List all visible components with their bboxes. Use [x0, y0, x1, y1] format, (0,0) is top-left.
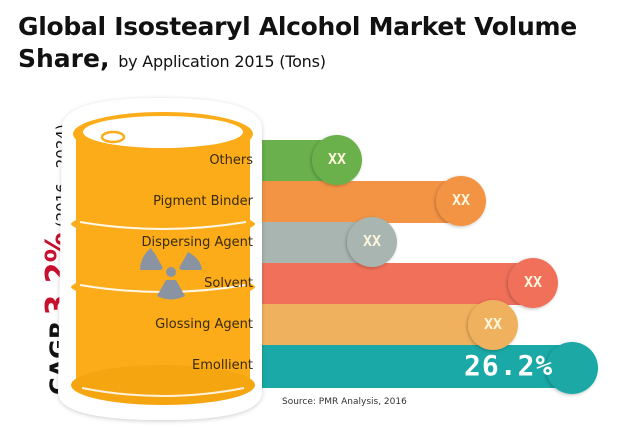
- value-dispersing-agent: XX: [362, 232, 382, 250]
- circle-solvent: [508, 258, 558, 308]
- title-line-1: Global Isostearyl Alcohol Market Volume: [18, 12, 577, 41]
- circle-pigment-binder: [436, 176, 486, 226]
- title-share: Share,: [18, 44, 110, 73]
- label-pigment-binder: Pigment Binder: [153, 194, 253, 209]
- label-glossing-agent: Glossing Agent: [155, 317, 253, 332]
- bar-solvent: [262, 263, 538, 305]
- circle-glossing-agent: [468, 300, 518, 350]
- source-note: Source: PMR Analysis, 2016: [282, 397, 407, 407]
- value-solvent: XX: [523, 273, 543, 291]
- value-pigment-binder: XX: [451, 191, 471, 209]
- bar-emollient: [262, 345, 575, 388]
- bar-pigment-binder: [262, 181, 466, 223]
- bar-glossing-agent: [262, 304, 498, 346]
- value-glossing-agent: XX: [483, 315, 503, 333]
- label-dispersing-agent: Dispersing Agent: [141, 235, 253, 250]
- radiation-icon: [140, 248, 202, 300]
- label-solvent: Solvent: [204, 276, 253, 291]
- value-circles: [312, 135, 598, 394]
- title-line-2: Share, by Application 2015 (Tons): [18, 42, 577, 79]
- chart-title: Global Isostearyl Alcohol Market Volume …: [18, 12, 577, 79]
- circle-dispersing-agent: [347, 217, 397, 267]
- circle-emollient: [546, 342, 598, 394]
- value-others: XX: [327, 150, 347, 168]
- title-subtitle: by Application 2015 (Tons): [118, 52, 326, 71]
- barrel-graphic: [58, 98, 262, 420]
- label-others: Others: [209, 153, 253, 168]
- bars: [262, 140, 575, 388]
- value-emollient: 26.2%: [464, 349, 554, 382]
- label-emollient: Emollient: [191, 358, 253, 373]
- circle-others: [312, 135, 362, 185]
